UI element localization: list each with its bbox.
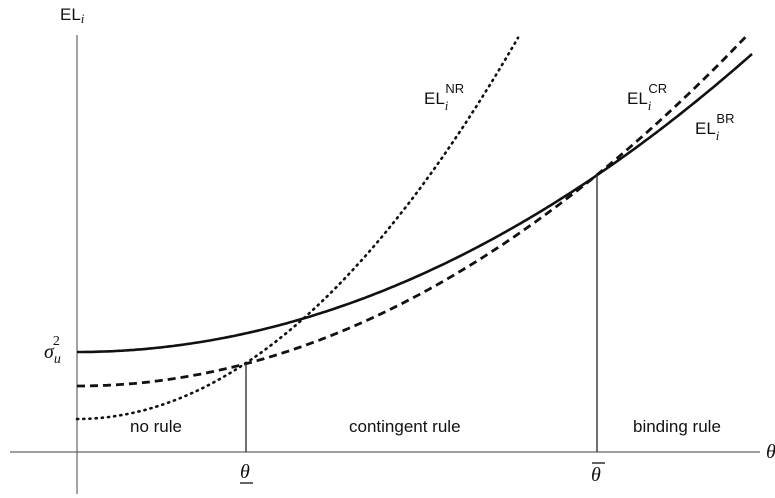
x-tick-upper-theta: θ xyxy=(591,462,605,486)
region-contingent-rule: contingent rule xyxy=(349,417,461,436)
y-axis-title: ELi xyxy=(60,5,85,26)
label-el-br: ELiBR xyxy=(695,111,734,143)
label-el-cr: ELiCR xyxy=(627,81,667,113)
x-tick-lower-theta: θ xyxy=(240,461,253,484)
region-binding-rule: binding rule xyxy=(633,417,721,436)
curve-el-nr xyxy=(75,36,520,421)
x-axis-title: θ xyxy=(766,441,775,463)
region-no-rule: no rule xyxy=(130,417,182,436)
svg-text:θ: θ xyxy=(240,461,250,483)
svg-text:θ: θ xyxy=(591,464,601,486)
y-tick-sigma: σu2 xyxy=(44,334,61,367)
label-el-nr: ELiNR xyxy=(424,81,464,113)
curve-el-br xyxy=(77,53,753,354)
